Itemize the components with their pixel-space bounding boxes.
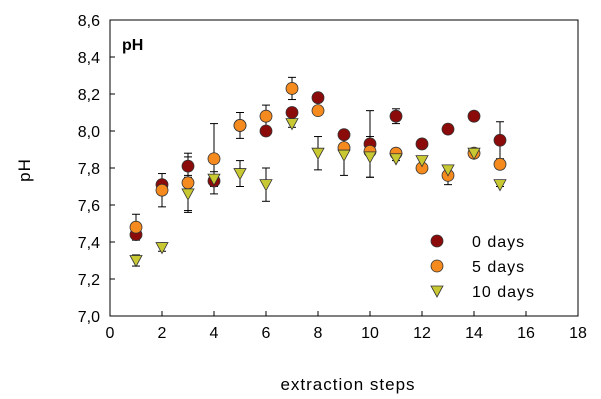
legend-label-0-days: 0 days <box>472 234 525 251</box>
point-0-days <box>259 124 273 138</box>
point-10-days <box>363 151 377 164</box>
x-axis-ticks: 0 2 4 6 8 10 12 14 16 18 <box>106 311 587 342</box>
y-tick-label: 7,6 <box>78 198 100 215</box>
point-10-days <box>337 149 351 162</box>
chart-title: pH <box>122 37 143 54</box>
x-tick-label: 6 <box>262 325 271 342</box>
point-10-days <box>233 168 247 181</box>
y-tick-label: 8,6 <box>78 13 100 30</box>
x-axis-label: extraction steps <box>280 375 415 394</box>
point-10-days <box>389 153 403 166</box>
x-tick-label: 14 <box>465 325 483 342</box>
point-5-days <box>181 176 195 190</box>
point-10-days <box>311 147 325 161</box>
point-5-days <box>285 82 299 95</box>
x-tick-label: 12 <box>413 325 431 342</box>
point-0-days <box>415 137 429 151</box>
legend-marker-5-days <box>430 259 444 273</box>
point-5-days <box>311 104 325 118</box>
legend-marker-10-days <box>430 285 444 298</box>
point-10-days <box>181 188 195 201</box>
point-0-days <box>181 159 195 173</box>
legend-label-5-days: 5 days <box>472 259 525 276</box>
point-10-days <box>415 155 429 168</box>
point-10-days <box>155 242 169 255</box>
y-tick-label: 8,2 <box>78 87 100 104</box>
x-tick-label: 16 <box>517 325 535 342</box>
y-tick-label: 7,8 <box>78 161 100 178</box>
point-5-days <box>207 152 221 166</box>
point-5-days <box>155 183 169 197</box>
point-10-days <box>493 179 507 192</box>
point-0-days <box>285 106 299 119</box>
point-10-days <box>207 173 221 186</box>
x-tick-label: 0 <box>106 325 115 342</box>
x-tick-label: 8 <box>314 325 323 342</box>
x-tick-label: 2 <box>158 325 167 342</box>
point-10-days <box>467 147 481 161</box>
point-5-days <box>233 119 247 132</box>
point-0-days <box>493 133 507 147</box>
y-tick-label: 7,4 <box>78 235 100 252</box>
y-tick-label: 7,0 <box>78 309 100 326</box>
point-5-days <box>493 157 507 171</box>
legend: 0 days 5 days 10 days <box>430 234 535 301</box>
point-5-days <box>129 220 143 234</box>
point-0-days <box>311 91 325 105</box>
x-tick-label: 4 <box>210 325 219 342</box>
data-markers <box>129 82 507 268</box>
y-axis-label: pH <box>15 158 34 182</box>
y-tick-label: 8,0 <box>78 124 100 141</box>
point-10-days <box>285 118 299 131</box>
point-0-days <box>467 109 481 123</box>
point-10-days <box>259 179 273 192</box>
point-5-days <box>259 109 273 123</box>
point-0-days <box>389 109 403 123</box>
x-tick-label: 10 <box>361 325 379 342</box>
point-10-days <box>441 164 455 177</box>
legend-marker-0-days <box>430 234 444 248</box>
y-axis-ticks: 7,0 7,2 7,4 7,6 7,8 8,0 8,2 8,4 8,6 <box>78 13 115 326</box>
legend-label-10-days: 10 days <box>472 284 535 301</box>
point-0-days <box>337 128 351 142</box>
point-10-days <box>129 255 143 268</box>
y-tick-label: 7,2 <box>78 272 100 289</box>
point-0-days <box>441 122 455 136</box>
y-tick-label: 8,4 <box>78 50 100 67</box>
x-tick-label: 18 <box>569 325 587 342</box>
